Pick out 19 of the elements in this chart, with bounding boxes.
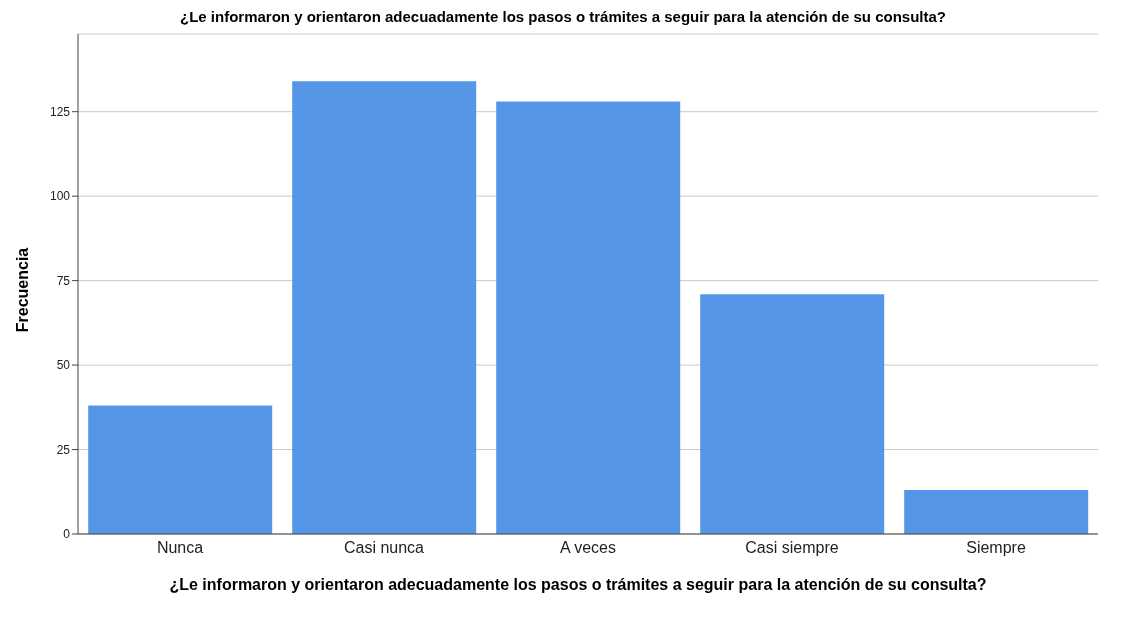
bar [496,101,681,534]
y-tick-label: 25 [56,442,71,457]
x-tick-label: Nunca [156,539,204,557]
bar [904,490,1089,534]
x-tick-label: Siempre [966,539,1026,557]
x-axis-title: ¿Le informaron y orientaron adecuadamente los pasos o trámites a seguir para la atención de su consulta? [168,575,988,594]
bar [88,405,273,534]
y-axis-title: Frecuencia [14,247,32,333]
chart-title: ¿Le informaron y orientaron adecuadamente los pasos o trámites a seguir para la atención de su consulta? [178,8,947,27]
y-tick-label: 0 [63,527,71,542]
x-tick-label: Casi siempre [745,539,839,557]
y-tick-label: 125 [49,104,71,119]
bar [700,294,885,534]
x-tick-label: A veces [559,539,617,557]
y-tick-label: 50 [56,358,71,373]
y-tick-label: 100 [49,189,71,204]
x-tick-label: Casi nunca [343,539,425,557]
y-tick-label: 75 [56,273,71,288]
bar [292,81,477,534]
